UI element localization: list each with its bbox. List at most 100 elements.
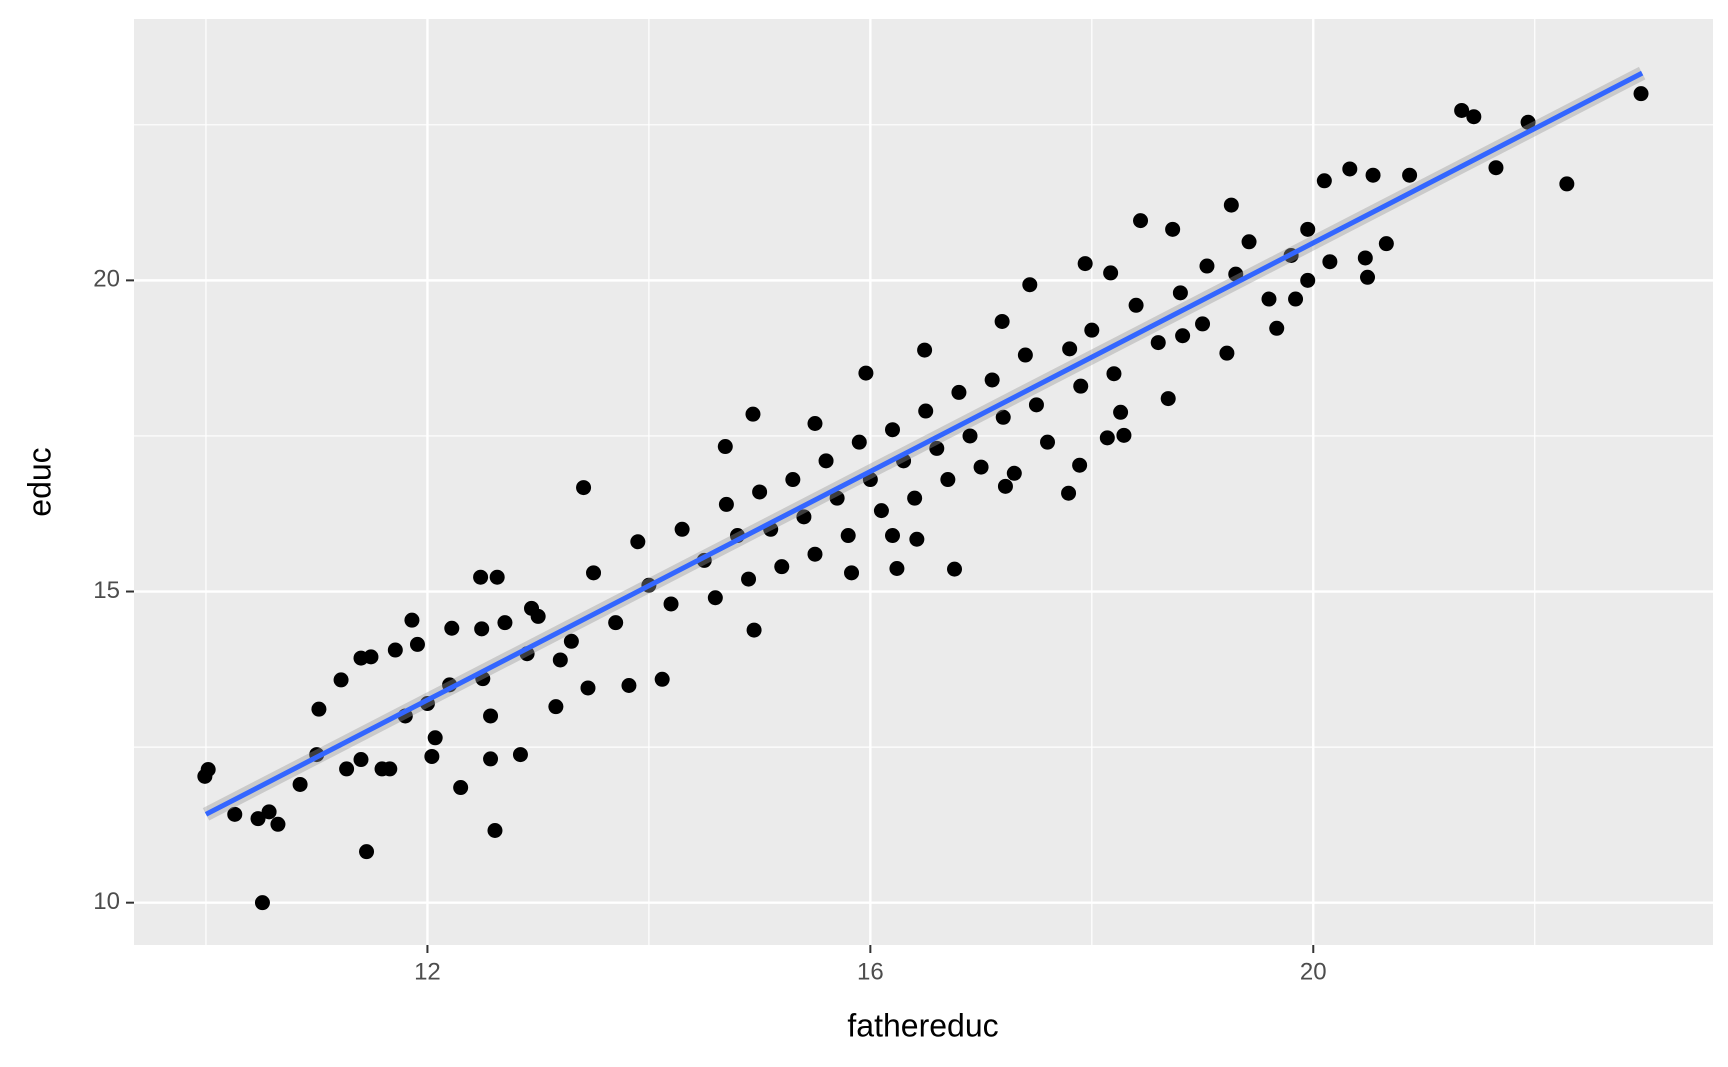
point bbox=[1322, 254, 1338, 270]
point bbox=[1261, 291, 1277, 307]
point bbox=[1113, 404, 1129, 420]
point bbox=[909, 531, 925, 547]
point bbox=[1028, 397, 1044, 413]
point bbox=[1128, 297, 1144, 313]
point bbox=[1466, 109, 1482, 125]
point bbox=[1357, 250, 1373, 266]
point bbox=[940, 472, 956, 488]
point bbox=[227, 806, 243, 822]
point bbox=[1360, 269, 1376, 285]
point bbox=[489, 569, 505, 585]
point bbox=[1488, 160, 1504, 176]
point bbox=[427, 730, 443, 746]
point bbox=[796, 509, 812, 525]
point bbox=[1133, 213, 1149, 229]
point bbox=[717, 439, 733, 455]
point bbox=[270, 816, 286, 832]
point bbox=[1172, 285, 1188, 301]
point bbox=[917, 342, 933, 358]
point bbox=[1084, 322, 1100, 338]
point bbox=[487, 822, 503, 838]
point bbox=[1165, 221, 1181, 237]
point bbox=[444, 620, 460, 636]
point bbox=[947, 561, 963, 577]
point bbox=[774, 559, 790, 575]
y-tick-label: 20 bbox=[93, 266, 120, 293]
point bbox=[497, 615, 513, 631]
point bbox=[586, 565, 602, 581]
point bbox=[1559, 176, 1575, 192]
point bbox=[741, 571, 757, 587]
point bbox=[994, 313, 1010, 329]
point bbox=[580, 680, 596, 696]
point bbox=[483, 751, 499, 767]
point bbox=[548, 699, 564, 715]
x-tick-label: 16 bbox=[857, 958, 884, 985]
point bbox=[1402, 167, 1418, 183]
point bbox=[311, 701, 327, 717]
point bbox=[552, 652, 568, 668]
point bbox=[973, 459, 989, 475]
point bbox=[1073, 378, 1089, 394]
point bbox=[858, 365, 874, 381]
point bbox=[663, 596, 679, 612]
point bbox=[884, 422, 900, 438]
point bbox=[918, 403, 934, 419]
point bbox=[530, 608, 546, 624]
point bbox=[718, 496, 734, 512]
point bbox=[339, 761, 355, 777]
point bbox=[200, 762, 216, 778]
point bbox=[962, 428, 978, 444]
point bbox=[907, 490, 923, 506]
y-axis-title: educ bbox=[21, 447, 57, 516]
point bbox=[951, 384, 967, 400]
point bbox=[1175, 328, 1191, 344]
point bbox=[1103, 265, 1119, 281]
point bbox=[707, 590, 723, 606]
point bbox=[1241, 234, 1257, 250]
point bbox=[1316, 173, 1332, 189]
x-axis-title: fathereduc bbox=[847, 1007, 998, 1043]
point bbox=[1040, 434, 1056, 450]
point bbox=[474, 621, 490, 637]
point bbox=[1633, 86, 1649, 102]
point bbox=[630, 534, 646, 550]
point bbox=[621, 677, 637, 693]
x-tick-label: 12 bbox=[414, 958, 441, 985]
point bbox=[995, 409, 1011, 425]
point bbox=[873, 503, 889, 519]
point bbox=[473, 569, 489, 585]
point bbox=[512, 747, 528, 763]
point bbox=[1288, 291, 1304, 307]
point bbox=[746, 622, 762, 638]
point bbox=[1520, 114, 1536, 130]
point bbox=[1269, 320, 1285, 336]
point bbox=[261, 804, 277, 820]
point bbox=[1077, 256, 1093, 272]
point bbox=[1195, 316, 1211, 332]
point bbox=[250, 811, 266, 827]
point bbox=[1160, 391, 1176, 407]
point bbox=[889, 561, 905, 577]
point bbox=[807, 546, 823, 562]
point bbox=[1365, 167, 1381, 183]
point bbox=[654, 671, 670, 687]
point bbox=[1062, 341, 1078, 357]
point bbox=[1219, 345, 1235, 361]
point bbox=[984, 372, 1000, 388]
y-tick-label: 10 bbox=[93, 888, 120, 915]
point bbox=[1072, 457, 1088, 473]
point bbox=[1300, 272, 1316, 288]
point bbox=[1228, 266, 1244, 282]
point bbox=[563, 633, 579, 649]
point bbox=[1454, 102, 1470, 118]
point bbox=[745, 406, 761, 422]
point bbox=[829, 490, 845, 506]
point bbox=[674, 521, 690, 537]
point bbox=[387, 642, 403, 658]
x-tick-label: 20 bbox=[1300, 958, 1327, 985]
point bbox=[1342, 161, 1358, 177]
point bbox=[409, 636, 425, 652]
point bbox=[359, 844, 375, 860]
